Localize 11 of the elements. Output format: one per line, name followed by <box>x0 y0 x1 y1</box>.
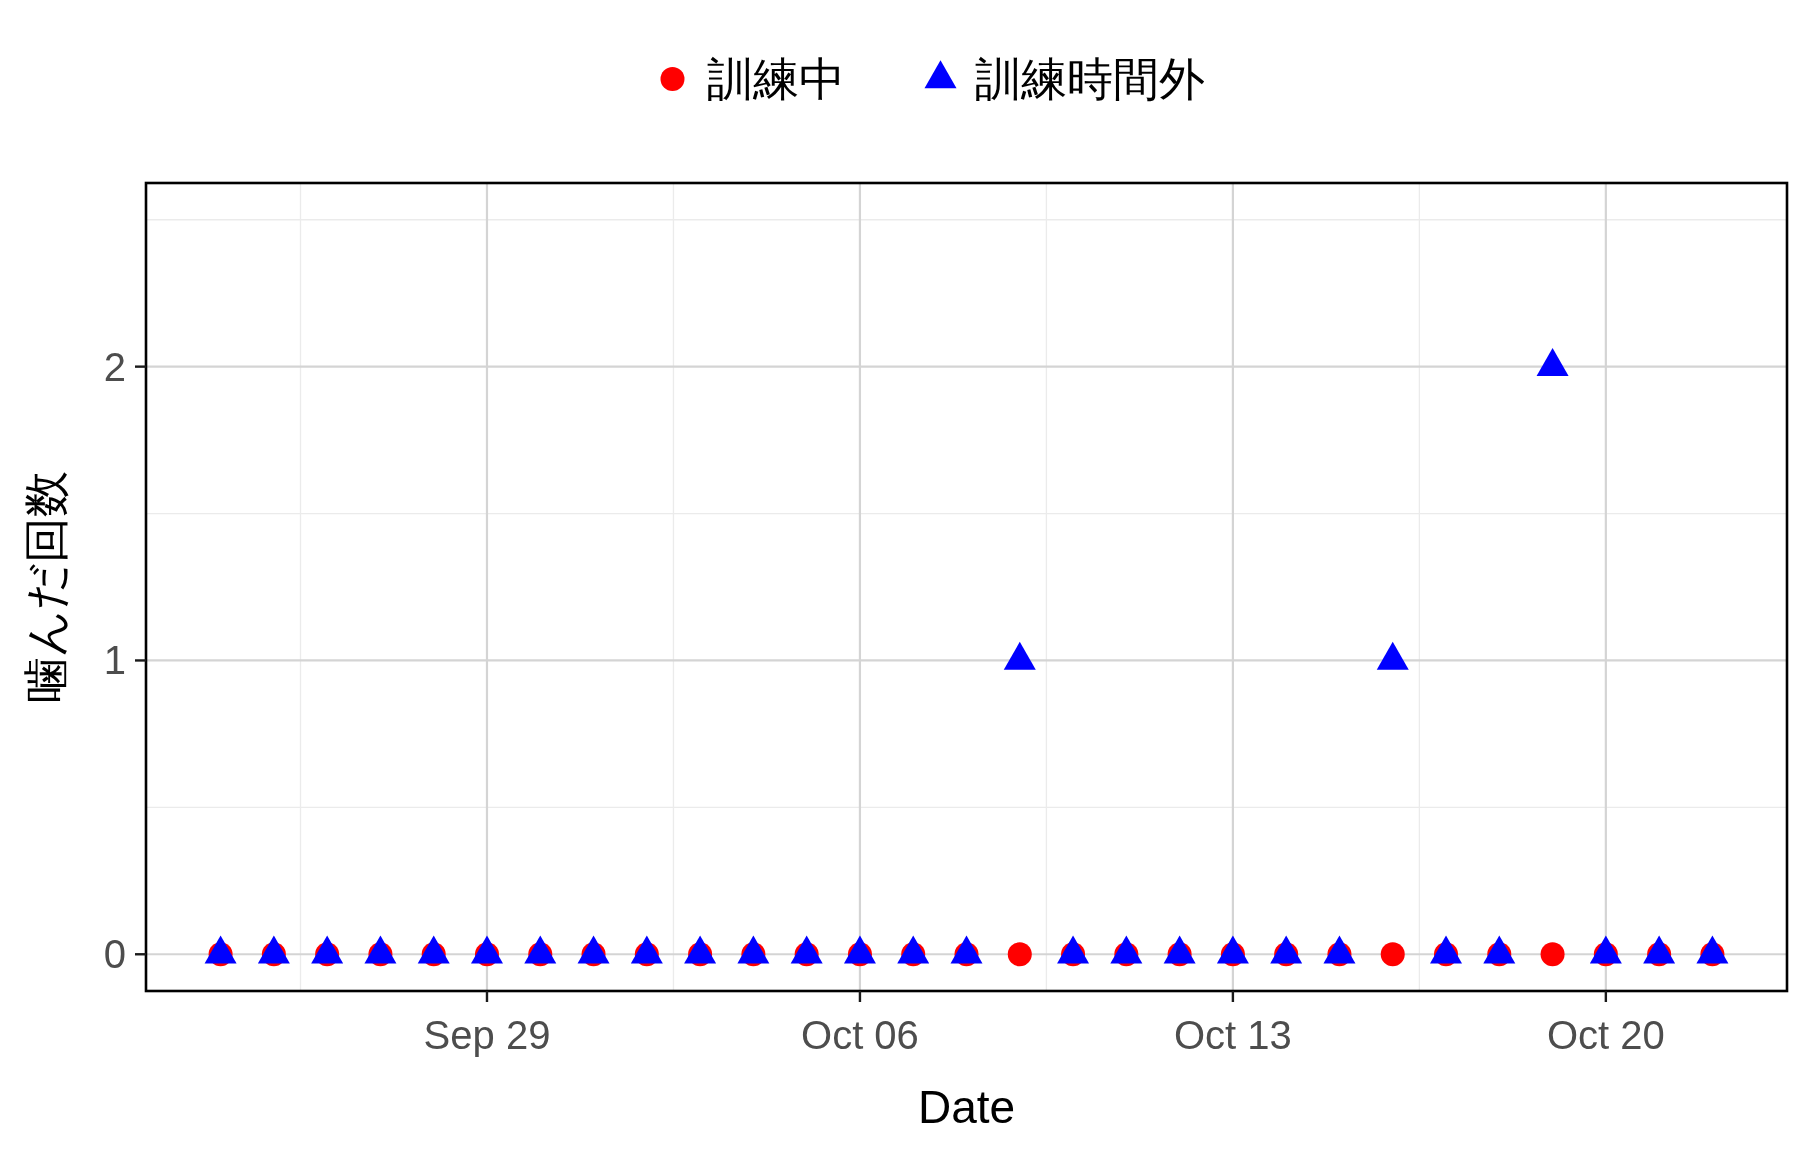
y-tick-label: 1 <box>103 638 126 683</box>
x-tick-label: Sep 29 <box>423 1013 551 1057</box>
x-tick-label: Oct 13 <box>1173 1013 1292 1057</box>
y-tick-label: 2 <box>103 344 126 389</box>
x-tick-label: Oct 20 <box>1546 1013 1665 1057</box>
legend-label: 訓練時間外 <box>974 53 1205 105</box>
legend-label: 訓練中 <box>706 53 845 105</box>
y-tick-label: 0 <box>103 932 126 977</box>
y-axis-title: 噛んだ回数 <box>20 471 72 703</box>
x-tick-label: Oct 06 <box>801 1013 919 1057</box>
x-axis-title: Date <box>917 1081 1016 1133</box>
